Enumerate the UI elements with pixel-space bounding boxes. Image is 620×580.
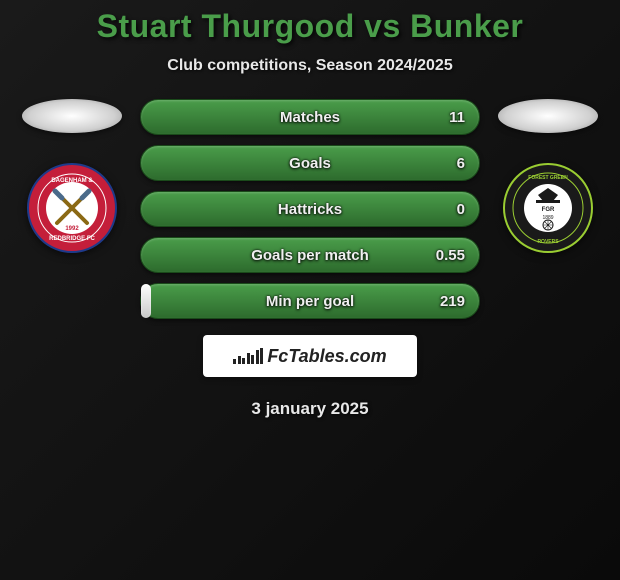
right-club-badge: FGR 1889 FOREST GREEN ROVERS [503, 163, 593, 253]
brand-box: FcTables.com [203, 335, 417, 377]
stat-value: 11 [449, 109, 465, 126]
right-column: FGR 1889 FOREST GREEN ROVERS [498, 99, 598, 253]
dagenham-badge-icon: DAGENHAM & REDBRIDGE FC 1992 [27, 163, 117, 253]
date-text: 3 january 2025 [0, 399, 620, 419]
page-title: Stuart Thurgood vs Bunker [0, 8, 620, 45]
stats-column: Matches 11 Goals 6 Hattricks 0 Goals per match… [140, 99, 480, 319]
svg-text:ROVERS: ROVERS [537, 239, 559, 245]
svg-text:FGR: FGR [542, 207, 555, 213]
stat-bar: Goals 6 [140, 145, 480, 181]
svg-text:FOREST GREEN: FOREST GREEN [528, 175, 568, 181]
left-ellipse [22, 99, 122, 133]
stat-value: 0.55 [436, 247, 465, 264]
stat-label: Goals [289, 155, 331, 172]
subtitle: Club competitions, Season 2024/2025 [0, 57, 620, 75]
stat-fill [141, 284, 151, 318]
stat-label: Hattricks [278, 201, 342, 218]
forest-green-badge-icon: FGR 1889 FOREST GREEN ROVERS [503, 163, 593, 253]
stat-bar: Hattricks 0 [140, 191, 480, 227]
svg-text:1992: 1992 [65, 226, 79, 232]
svg-text:DAGENHAM &: DAGENHAM & [51, 178, 93, 184]
stat-bar: Min per goal 219 [140, 283, 480, 319]
left-column: DAGENHAM & REDBRIDGE FC 1992 [22, 99, 122, 253]
brand-text: FcTables.com [267, 346, 386, 367]
stat-label: Matches [280, 109, 340, 126]
stat-value: 0 [457, 201, 465, 218]
stat-value: 219 [440, 293, 465, 310]
infographic-container: Stuart Thurgood vs Bunker Club competiti… [0, 0, 620, 419]
chart-bars-icon [233, 348, 263, 364]
stat-bar: Matches 11 [140, 99, 480, 135]
svg-text:REDBRIDGE FC: REDBRIDGE FC [49, 236, 95, 242]
stat-value: 6 [457, 155, 465, 172]
main-row: DAGENHAM & REDBRIDGE FC 1992 Matches 11 Go… [0, 99, 620, 319]
stat-label: Goals per match [251, 247, 369, 264]
stat-label: Min per goal [266, 293, 354, 310]
left-club-badge: DAGENHAM & REDBRIDGE FC 1992 [27, 163, 117, 253]
stat-bar: Goals per match 0.55 [140, 237, 480, 273]
right-ellipse [498, 99, 598, 133]
